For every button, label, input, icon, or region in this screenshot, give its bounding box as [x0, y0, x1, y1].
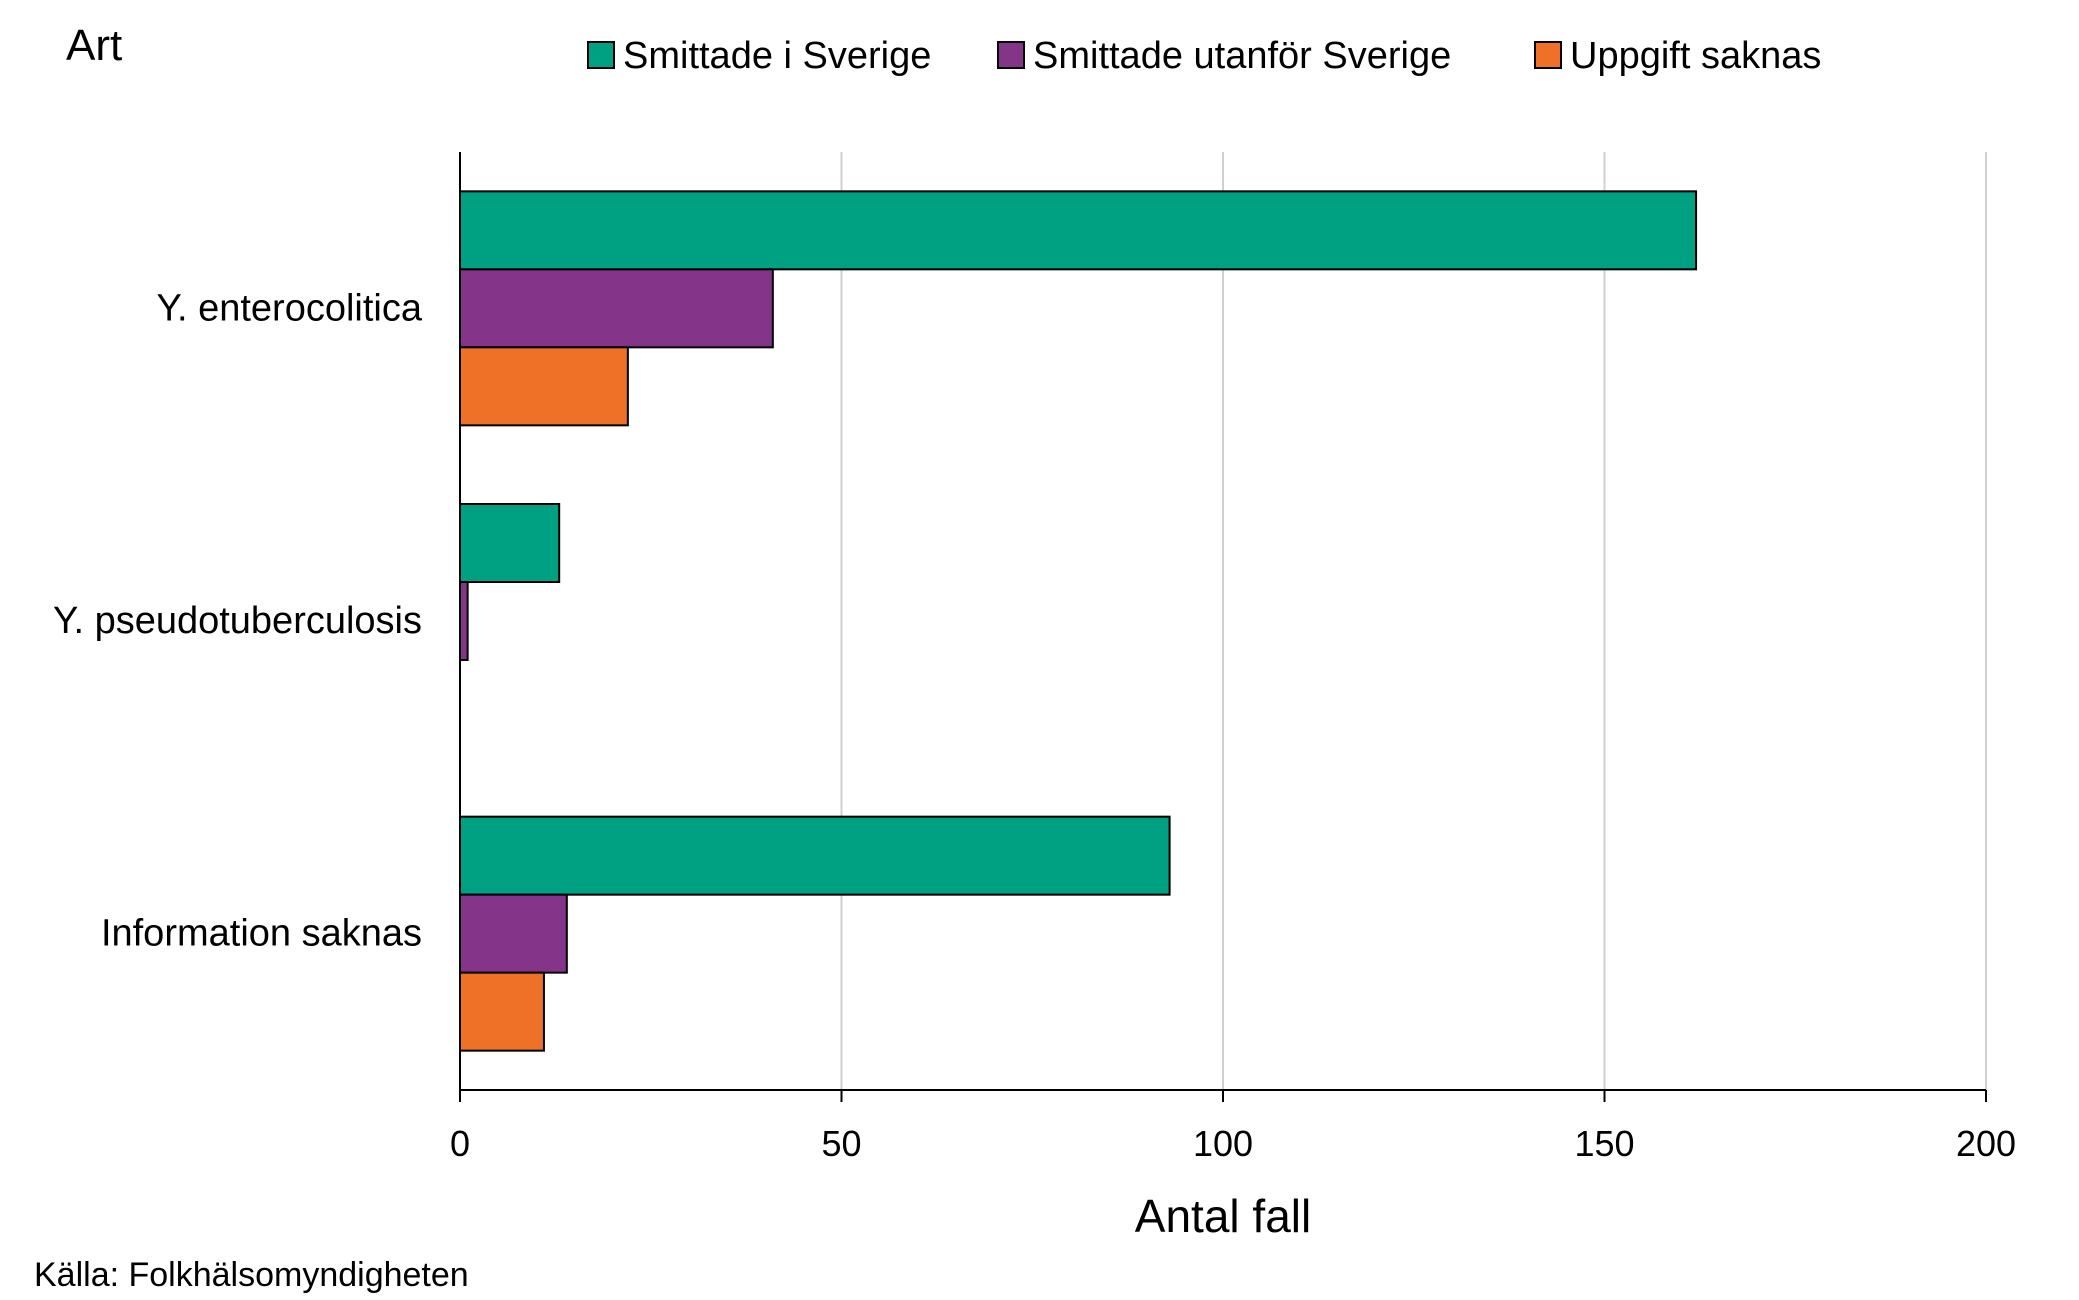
bar-1-3 — [459, 815, 1171, 896]
bar-2-2 — [459, 581, 469, 661]
category-label: Y. pseudotuberculosis — [53, 600, 422, 642]
x-tick-label: 100 — [1193, 1123, 1253, 1164]
x-tick-label: 50 — [821, 1123, 861, 1164]
y-axis-title: Art — [66, 21, 122, 70]
legend-swatch — [1534, 41, 1562, 69]
legend-label: Smittade utanför Sverige — [1033, 35, 1451, 77]
axes — [459, 152, 1987, 1102]
legend-swatch — [587, 41, 615, 69]
category-label: Information saknas — [101, 913, 422, 955]
x-tick-labels: 0 50 100 150 200 — [450, 1123, 2016, 1164]
category-labels: Y. enterocolitica Y. pseudotuberculosis In… — [53, 287, 423, 954]
legend-item-2: Smittade utanför Sverige — [997, 35, 1451, 77]
x-tick-label: 0 — [450, 1123, 470, 1164]
bar-3-1 — [459, 346, 629, 427]
gridlines — [840, 152, 1987, 1090]
legend-item-1: Smittade i Sverige — [587, 35, 931, 77]
bar-2-3 — [459, 893, 568, 974]
legend-item-3: Uppgift saknas — [1534, 35, 1821, 77]
x-tick-label: 150 — [1574, 1123, 1634, 1164]
legend-swatch — [997, 41, 1025, 69]
source-note: Källa: Folkhälsomyndigheten — [34, 1256, 469, 1294]
legend: Smittade i Sverige Smittade utanför Sveri… — [587, 35, 1821, 77]
category-label: Y. enterocolitica — [157, 287, 423, 329]
bar-3-3 — [459, 971, 545, 1052]
x-tick-label: 200 — [1956, 1123, 2016, 1164]
bar-1-2 — [459, 503, 561, 583]
bar-1-1 — [459, 190, 1698, 271]
x-axis-title: Antal fall — [1135, 1190, 1311, 1242]
legend-label: Uppgift saknas — [1570, 35, 1821, 77]
bars — [459, 190, 1698, 1052]
legend-label: Smittade i Sverige — [623, 35, 931, 77]
bar-2-1 — [459, 268, 774, 349]
